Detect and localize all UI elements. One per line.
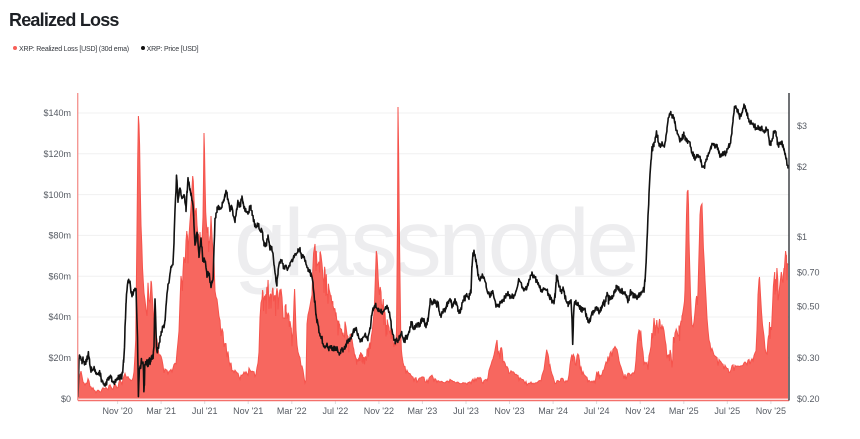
svg-text:Nov '20: Nov '20 [102,406,132,416]
svg-text:$2: $2 [797,162,807,172]
svg-text:Nov '22: Nov '22 [364,406,394,416]
svg-text:$0: $0 [61,394,71,404]
svg-text:Jul '22: Jul '22 [323,406,349,416]
svg-text:Jul '25: Jul '25 [714,406,740,416]
svg-text:$100m: $100m [43,190,71,200]
svg-text:$0.20: $0.20 [797,394,820,404]
svg-text:Jul '23: Jul '23 [453,406,479,416]
svg-text:$140m: $140m [43,108,71,118]
svg-text:glassnode: glassnode [234,190,636,296]
svg-text:Mar '25: Mar '25 [669,406,699,416]
svg-text:$120m: $120m [43,149,71,159]
svg-text:Mar '24: Mar '24 [538,406,568,416]
svg-text:$0.50: $0.50 [797,302,820,312]
svg-text:Jul '24: Jul '24 [584,406,610,416]
svg-text:$1: $1 [797,232,807,242]
svg-text:$80m: $80m [48,231,71,241]
svg-text:Mar '22: Mar '22 [277,406,307,416]
svg-text:Nov '23: Nov '23 [494,406,524,416]
svg-text:$0.70: $0.70 [797,268,820,278]
svg-text:Mar '21: Mar '21 [146,406,176,416]
svg-text:$3: $3 [797,121,807,131]
svg-text:Nov '21: Nov '21 [233,406,263,416]
svg-text:$20m: $20m [48,353,71,363]
svg-text:Nov '24: Nov '24 [625,406,655,416]
svg-text:$0.30: $0.30 [797,353,820,363]
svg-text:Jul '21: Jul '21 [192,406,218,416]
svg-text:$60m: $60m [48,271,71,281]
svg-text:Nov '25: Nov '25 [756,406,786,416]
svg-text:Mar '23: Mar '23 [408,406,438,416]
svg-text:$40m: $40m [48,312,71,322]
